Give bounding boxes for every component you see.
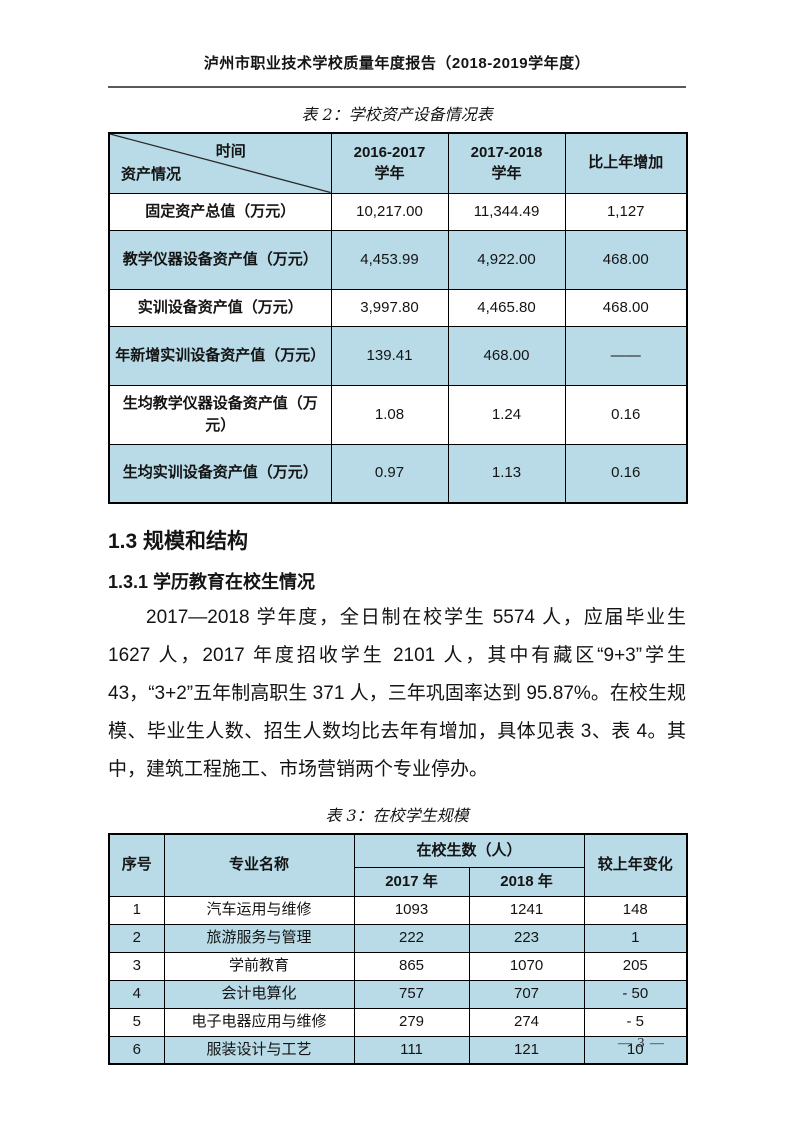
- table-cell: 1: [108, 895, 165, 925]
- table-cell: 279: [353, 1007, 470, 1037]
- table-row: 1 汽车运用与维修 1093 1241 148: [108, 895, 688, 925]
- table-cell: 1,127: [564, 192, 688, 231]
- row-label-cell: 年新增实训设备资产值（万元）: [108, 325, 332, 386]
- table-cell: 3,997.80: [330, 288, 449, 327]
- table-header-row: 时间 资产情况 2016-2017 学年 2017-2018 学年 比上年增加: [108, 132, 688, 194]
- table-cell: - 50: [583, 979, 688, 1009]
- document-header: 泸州市职业技术学校质量年度报告（2018-2019学年度）: [108, 0, 686, 88]
- column-header-year-range: 2016-2017: [353, 143, 426, 161]
- column-header-year-word: 学年: [374, 165, 405, 183]
- diagonal-top-label: 时间: [215, 143, 246, 160]
- table-row: 2 旅游服务与管理 222 223 1: [108, 923, 688, 953]
- column-header-year-range: 2017-2018: [470, 143, 543, 161]
- table-cell: 0.97: [330, 443, 449, 504]
- column-header-2017: 2017 年: [353, 866, 470, 897]
- diagonal-bottom-label: 资产情况: [121, 165, 182, 183]
- table-cell: 5: [108, 1007, 165, 1037]
- table-cell: 223: [468, 923, 585, 953]
- row-label-cell: 生均实训设备资产值（万元）: [108, 443, 332, 504]
- column-header-increase: 比上年增加: [564, 132, 688, 194]
- table-cell: 1.24: [447, 384, 566, 445]
- asset-equipment-table: 时间 资产情况 2016-2017 学年 2017-2018 学年 比上年增加 …: [108, 132, 688, 504]
- table-cell: 1.13: [447, 443, 566, 504]
- table-cell: 1: [583, 923, 688, 953]
- row-label-cell: 教学仪器设备资产值（万元）: [108, 229, 332, 290]
- table-row: 固定资产总值（万元） 10,217.00 11,344.49 1,127: [108, 192, 688, 231]
- table-row: 年新增实训设备资产值（万元） 139.41 468.00 ——: [108, 325, 688, 386]
- column-header-2017-2018: 2017-2018 学年: [447, 132, 566, 194]
- table-cell: 汽车运用与维修: [163, 895, 355, 925]
- table-row: 实训设备资产值（万元） 3,997.80 4,465.80 468.00: [108, 288, 688, 327]
- table-header-row: 序号 专业名称 在校生数（人） 较上年变化: [108, 833, 688, 897]
- table-cell: 11,344.49: [447, 192, 566, 231]
- table-row: 4 会计电算化 757 707 - 50: [108, 979, 688, 1009]
- table-cell: 1241: [468, 895, 585, 925]
- diagonal-header-cell: 时间 资产情况: [108, 132, 332, 194]
- table-cell: 111: [353, 1035, 470, 1065]
- table-cell: 205: [583, 951, 688, 981]
- column-header-year-word: 学年: [491, 165, 522, 183]
- diagonal-line: [110, 134, 331, 193]
- table-cell: 865: [353, 951, 470, 981]
- table-row: 教学仪器设备资产值（万元） 4,453.99 4,922.00 468.00: [108, 229, 688, 290]
- table-row: 生均教学仪器设备资产值（万元） 1.08 1.24 0.16: [108, 384, 688, 445]
- table-cell: 468.00: [447, 325, 566, 386]
- table-cell: 服装设计与工艺: [163, 1035, 355, 1065]
- table-cell: 10,217.00: [330, 192, 449, 231]
- row-label-cell: 实训设备资产值（万元）: [108, 288, 332, 327]
- table-cell: 3: [108, 951, 165, 981]
- table-cell: 1093: [353, 895, 470, 925]
- body-paragraph: 2017—2018 学年度，全日制在校学生 5574 人，应届毕业生 1627 …: [108, 607, 686, 780]
- column-header-change: 较上年变化: [583, 833, 688, 897]
- table-cell: 10: [583, 1035, 688, 1065]
- table-cell: 旅游服务与管理: [163, 923, 355, 953]
- column-header-enrollment-group: 在校生数（人）: [353, 833, 585, 868]
- table-cell: - 5: [583, 1007, 688, 1037]
- page-content: 泸州市职业技术学校质量年度报告（2018-2019学年度） 表 2：学校资产设备…: [108, 0, 689, 1065]
- table-cell: 4,922.00: [447, 229, 566, 290]
- column-header-2016-2017: 2016-2017 学年: [330, 132, 449, 194]
- table-cell: 468.00: [564, 229, 688, 290]
- table-cell: 1070: [468, 951, 585, 981]
- table-cell: 电子电器应用与维修: [163, 1007, 355, 1037]
- table-cell: 学前教育: [163, 951, 355, 981]
- table-cell: 0.16: [564, 443, 688, 504]
- column-header-no: 序号: [108, 833, 165, 897]
- table-cell: 会计电算化: [163, 979, 355, 1009]
- table-row: 6 服装设计与工艺 111 121 10: [108, 1035, 688, 1065]
- table-cell: 222: [353, 923, 470, 953]
- table-cell: 148: [583, 895, 688, 925]
- table-cell: 274: [468, 1007, 585, 1037]
- table-cell: 4,465.80: [447, 288, 566, 327]
- table-cell: 4: [108, 979, 165, 1009]
- table-cell: 707: [468, 979, 585, 1009]
- table-row: 5 电子电器应用与维修 279 274 - 5: [108, 1007, 688, 1037]
- page-number: — 3 —: [618, 1036, 665, 1051]
- table3-caption: 表 3：在校学生规模: [325, 806, 469, 825]
- table-cell: 139.41: [330, 325, 449, 386]
- document-header-title: 泸州市职业技术学校质量年度报告（2018-2019学年度）: [203, 55, 591, 72]
- table-cell: 4,453.99: [330, 229, 449, 290]
- row-label-cell: 生均教学仪器设备资产值（万元）: [108, 384, 332, 445]
- table-cell: 757: [353, 979, 470, 1009]
- student-scale-table: 序号 专业名称 在校生数（人） 较上年变化 2017 年 2018 年 1 汽车…: [108, 833, 689, 1065]
- row-label-cell: 固定资产总值（万元）: [108, 192, 332, 231]
- section-heading-1-3-1: 1.3.1 学历教育在校生情况: [108, 572, 316, 592]
- table-cell: 0.16: [564, 384, 688, 445]
- table-row: 生均实训设备资产值（万元） 0.97 1.13 0.16: [108, 443, 688, 504]
- section-heading-1-3: 1.3 规模和结构: [108, 530, 249, 553]
- table-cell: 2: [108, 923, 165, 953]
- table-cell: ——: [564, 325, 688, 386]
- column-header-major: 专业名称: [163, 833, 355, 897]
- table-cell: 121: [468, 1035, 585, 1065]
- table-cell: 6: [108, 1035, 165, 1065]
- table-cell: 1.08: [330, 384, 449, 445]
- column-header-2018: 2018 年: [468, 866, 585, 897]
- table-cell: 468.00: [564, 288, 688, 327]
- table2-caption: 表 2：学校资产设备情况表: [301, 105, 493, 124]
- table-row: 3 学前教育 865 1070 205: [108, 951, 688, 981]
